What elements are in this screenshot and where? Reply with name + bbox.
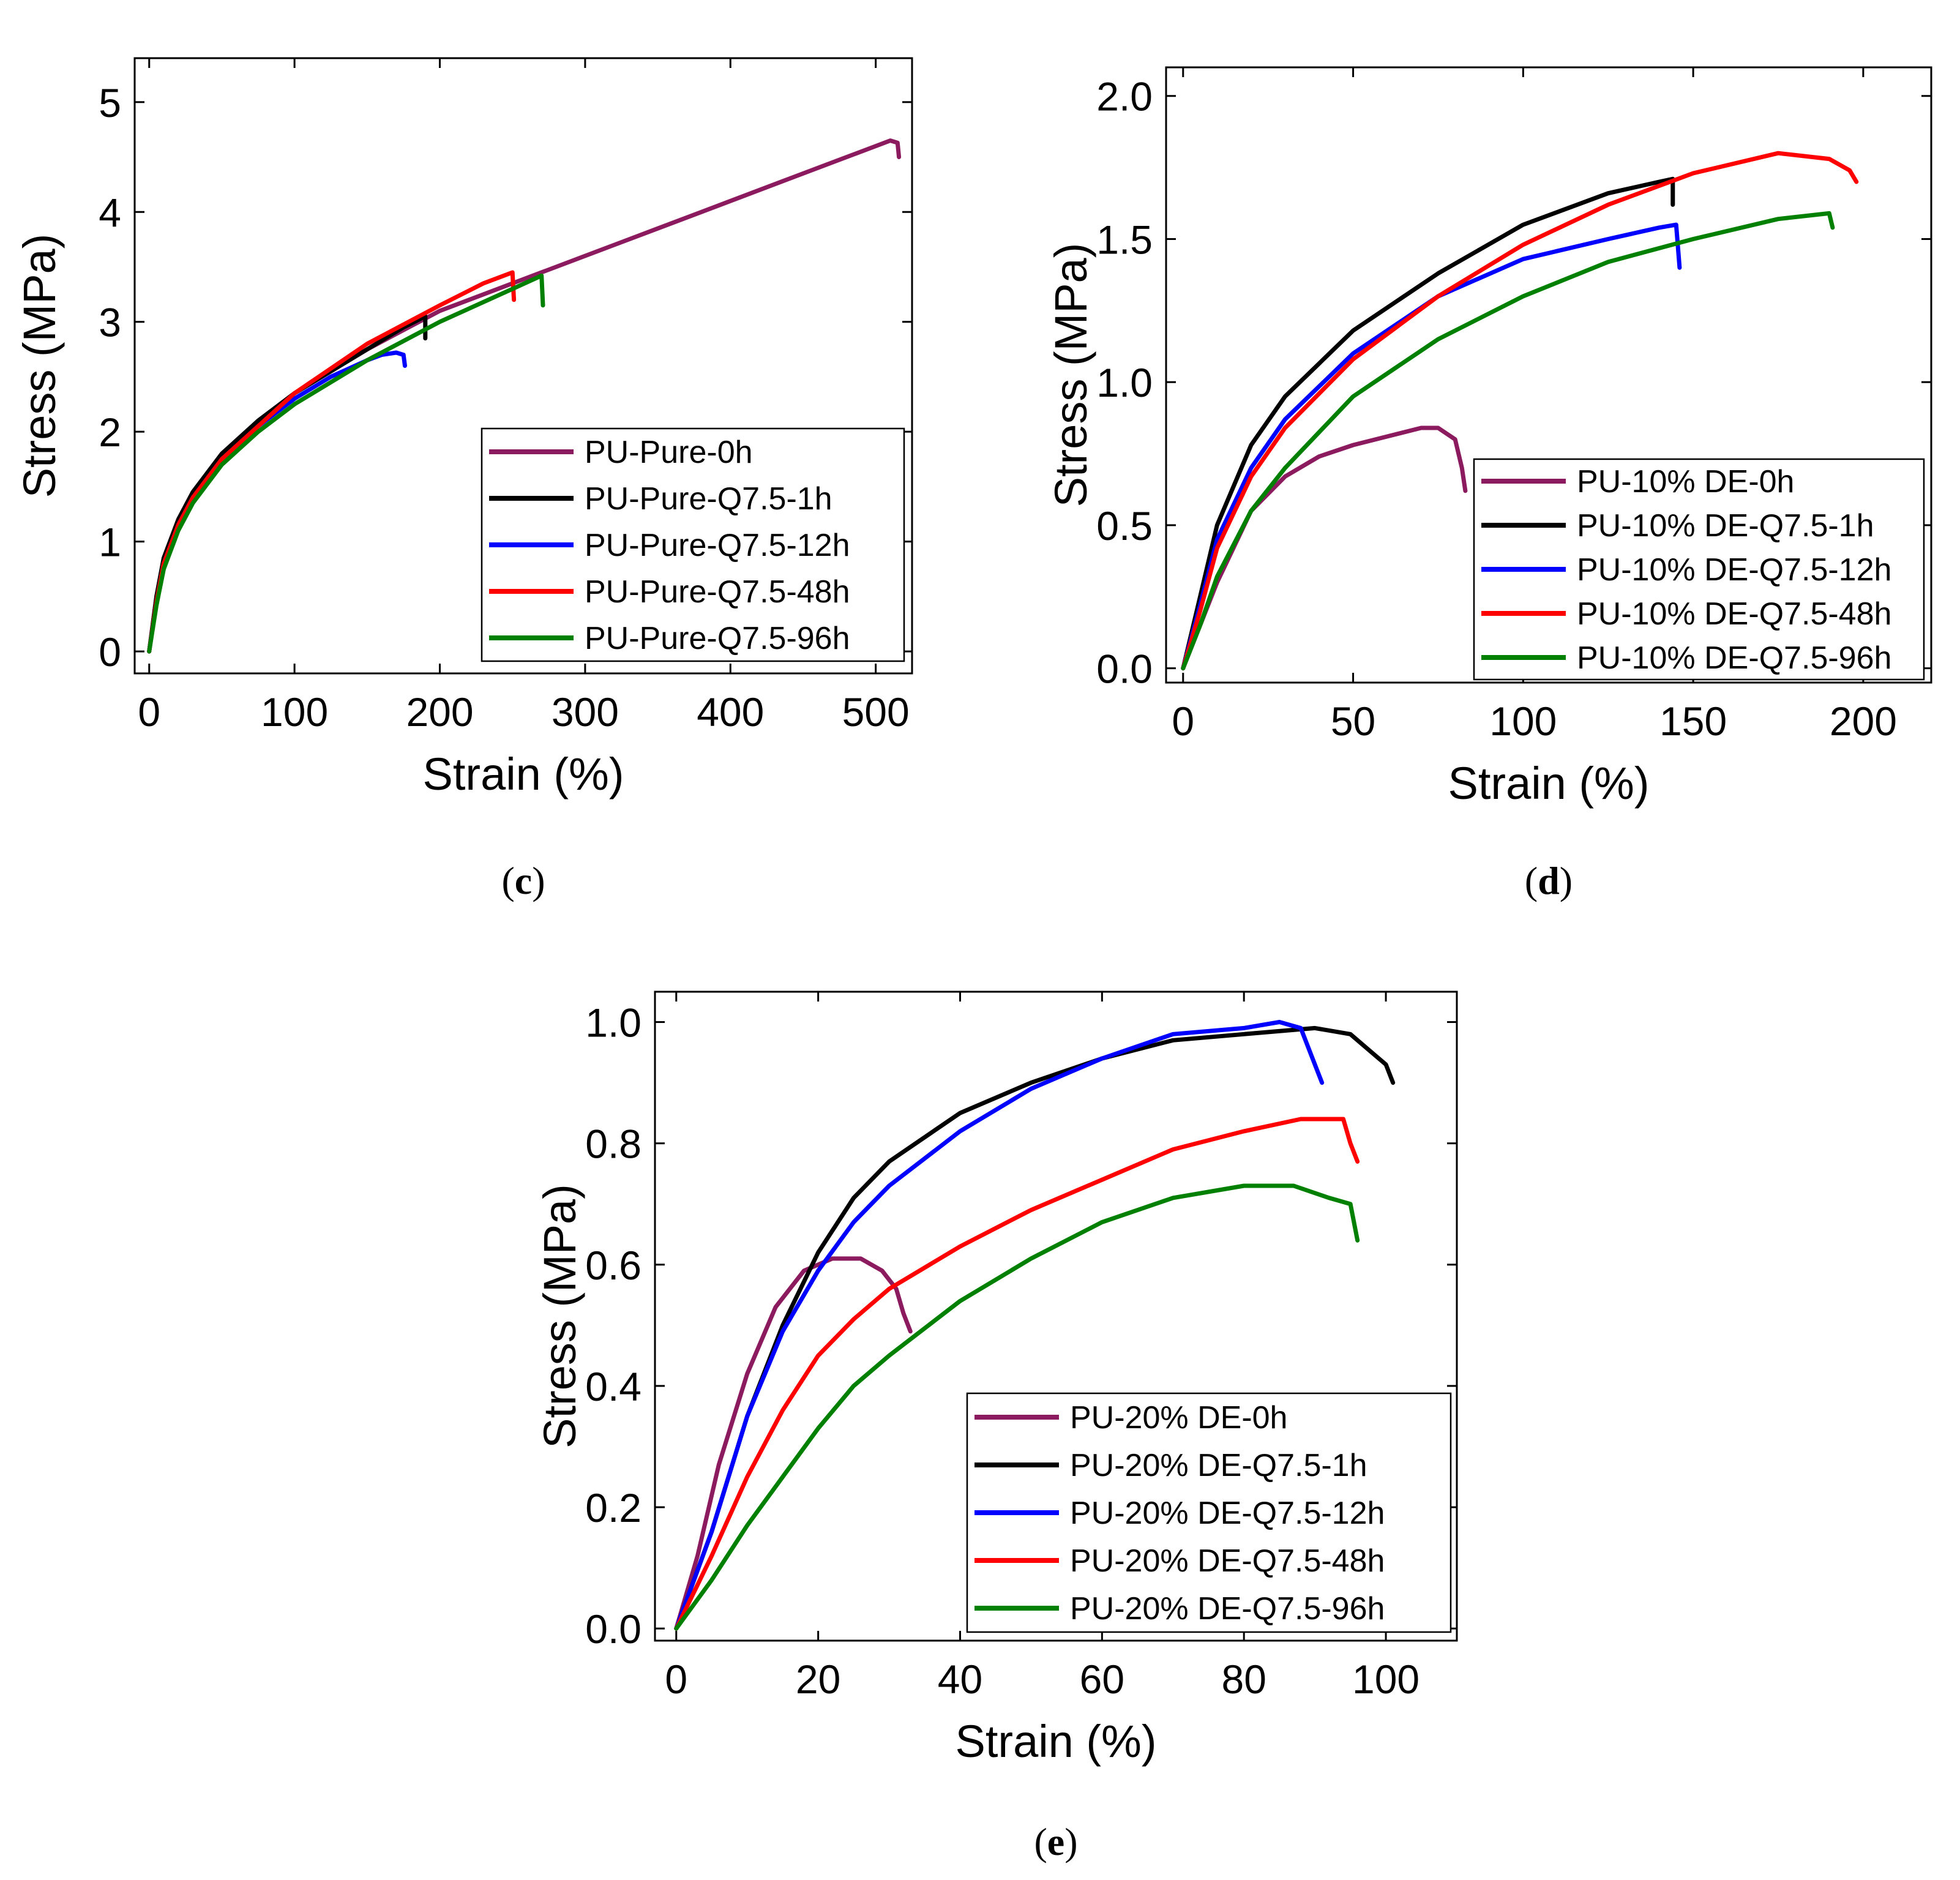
x-tick-label: 50 <box>1331 698 1375 744</box>
y-tick-label: 5 <box>99 80 121 125</box>
x-tick-label: 80 <box>1222 1657 1266 1702</box>
y-tick-label: 0 <box>99 629 121 675</box>
x-tick-label: 0 <box>1172 698 1194 744</box>
x-tick-label: 20 <box>796 1657 840 1702</box>
y-tick-label: 0.6 <box>585 1243 641 1288</box>
y-tick-label: 0.4 <box>585 1364 641 1409</box>
chart-panel-e: 0 20 40 60 80 100 0.0 0.2 0.4 0.6 0.8 1.0 Strain (%)… <box>534 991 1458 1863</box>
legend-entry: PU-10% DE-Q7.5-1h <box>1577 508 1874 544</box>
plot-frame <box>133 57 913 675</box>
chart-panel-c: 0 100 200 300 400 500 0 1 2 3 4 5 Strain (%) Stress (… <box>14 57 913 902</box>
legend-entry: PU-10% DE-Q7.5-96h <box>1577 640 1891 676</box>
panel-label: (c) <box>501 859 545 902</box>
legend-entry: PU-20% DE-Q7.5-12h <box>1070 1496 1385 1531</box>
y-tick-label: 0.0 <box>585 1606 641 1652</box>
x-axis-label: Strain (%) <box>1448 758 1650 809</box>
series-line-4 <box>1181 151 1859 671</box>
legend-entry: PU-Pure-Q7.5-48h <box>585 574 850 610</box>
legend-entry: PU-10% DE-Q7.5-12h <box>1577 552 1891 588</box>
y-tick-label: 2 <box>99 410 121 455</box>
series-line-5 <box>147 273 545 654</box>
x-axis-label: Strain (%) <box>423 749 624 800</box>
legend: PU-20% DE-0h PU-20% DE-Q7.5-1h PU-20% DE-Q… <box>966 1392 1452 1633</box>
y-tick-label: 2.0 <box>1096 74 1153 119</box>
legend-entry: PU-20% DE-Q7.5-48h <box>1070 1543 1385 1579</box>
x-tick-label: 300 <box>552 689 619 735</box>
x-tick-label: 60 <box>1080 1657 1124 1702</box>
x-tick-label: 200 <box>406 689 473 735</box>
plot-frame <box>654 991 1458 1642</box>
legend: PU-Pure-0h PU-Pure-Q7.5-1h PU-Pure-Q7.5-12… <box>481 427 905 662</box>
series-line-3 <box>674 1020 1325 1631</box>
y-tick-label: 1 <box>99 520 121 565</box>
y-tick-label: 1.5 <box>1096 217 1153 262</box>
x-tick-label: 100 <box>1489 698 1557 744</box>
y-tick-label: 4 <box>99 190 121 235</box>
x-axis-label: Strain (%) <box>956 1716 1157 1767</box>
legend: PU-10% DE-0h PU-10% DE-Q7.5-1h PU-10% DE-Q… <box>1473 458 1925 681</box>
x-tick-label: 100 <box>261 689 328 735</box>
y-tick-label: 0.0 <box>1096 646 1153 692</box>
y-tick-label: 1.0 <box>1096 360 1153 405</box>
legend-entry: PU-20% DE-Q7.5-96h <box>1070 1591 1385 1627</box>
legend-entry: PU-20% DE-Q7.5-1h <box>1070 1448 1367 1483</box>
series-line-4 <box>147 270 517 654</box>
x-tick-label: 40 <box>938 1657 982 1702</box>
x-tick-label: 400 <box>697 689 764 735</box>
legend-entry: PU-Pure-Q7.5-96h <box>585 621 850 656</box>
series-line-1 <box>674 1256 913 1631</box>
legend-entry: PU-20% DE-0h <box>1070 1400 1287 1436</box>
series-line-1 <box>1181 425 1468 671</box>
panel-label: (d) <box>1525 859 1573 902</box>
legend-entry: PU-Pure-Q7.5-1h <box>585 481 832 517</box>
series-line-2 <box>147 314 428 654</box>
y-tick-label: 0.5 <box>1096 503 1153 549</box>
series-line-2 <box>1181 176 1675 671</box>
y-axis-label: Stress (MPa) <box>534 1184 585 1448</box>
y-tick-label: 0.8 <box>585 1122 641 1167</box>
x-tick-label: 500 <box>842 689 910 735</box>
y-tick-label: 3 <box>99 300 121 345</box>
y-tick-label: 0.2 <box>585 1485 641 1530</box>
chart-panel-d: 0 50 100 150 200 0.0 0.5 1.0 1.5 2.0 Strain (%) Str… <box>1045 66 1932 902</box>
x-tick-label: 200 <box>1830 698 1897 744</box>
legend-entry: PU-Pure-Q7.5-12h <box>585 528 850 563</box>
legend-entry: PU-Pure-0h <box>585 435 753 470</box>
y-axis-label: Stress (MPa) <box>14 234 65 498</box>
x-tick-label: 100 <box>1352 1657 1420 1702</box>
panel-label: (e) <box>1034 1820 1077 1863</box>
y-tick-label: 1.0 <box>585 1000 641 1046</box>
plot-frame <box>1165 66 1932 684</box>
x-tick-label: 0 <box>665 1657 687 1702</box>
y-axis-label: Stress (MPa) <box>1045 243 1096 507</box>
series-line-4 <box>674 1117 1360 1631</box>
series-line-5 <box>674 1183 1360 1631</box>
x-tick-label: 150 <box>1659 698 1727 744</box>
series-line-5 <box>1181 211 1835 671</box>
x-tick-label: 0 <box>138 689 160 735</box>
legend-entry: PU-10% DE-Q7.5-48h <box>1577 596 1891 632</box>
legend-entry: PU-10% DE-0h <box>1577 464 1794 500</box>
